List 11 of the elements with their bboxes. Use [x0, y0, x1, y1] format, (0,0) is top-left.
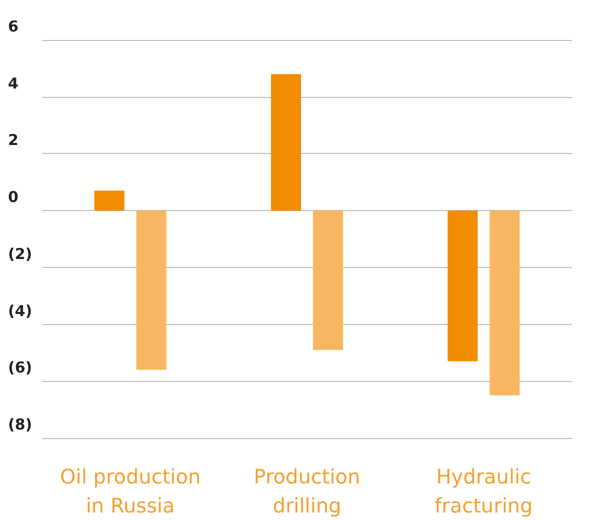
y-tick-label: (6)	[8, 358, 32, 377]
y-tick-label: (4)	[8, 302, 32, 320]
y-tick-label: 2	[8, 131, 18, 150]
y-tick-label: 6	[8, 18, 18, 36]
y-tick-label: 4	[8, 74, 18, 92]
y-tick-label: (8)	[8, 416, 32, 434]
x-tick-label: Production drilling	[254, 464, 360, 518]
x-tick-label: Hydraulic fracturing	[434, 464, 533, 518]
x-tick-label: Oil production in Russia	[60, 464, 201, 518]
y-tick-label: (2)	[8, 244, 32, 263]
y-tick-label: 0	[8, 188, 18, 206]
